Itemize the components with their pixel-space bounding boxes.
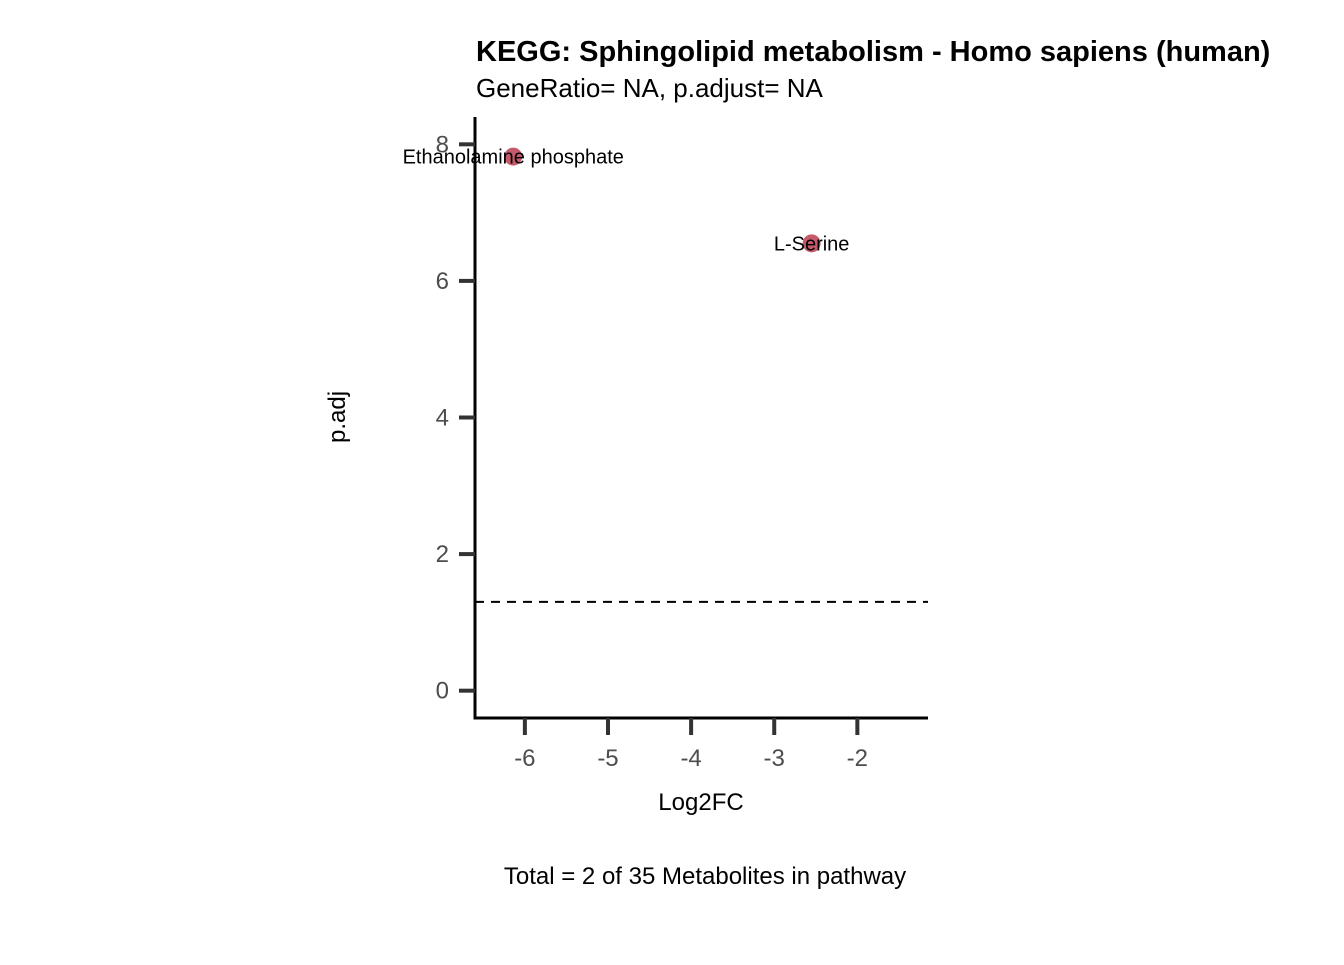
plot-area: 0 2 4 6 8 -6 -5 -4 -3 -2 Ethanolamine phosphate L-S… [403, 117, 928, 772]
x-tick-label: -4 [680, 745, 701, 772]
chart-caption: Total = 2 of 35 Metabolites in pathway [504, 863, 906, 890]
y-tick-label: 2 [436, 541, 449, 568]
data-point [802, 234, 821, 253]
data-point-label: Ethanolamine phosphate [403, 147, 624, 169]
y-axis-title: p.adj [324, 391, 351, 443]
chart-title: KEGG: Sphingolipid metabolism - Homo sap… [476, 36, 1270, 68]
y-tick-label: 4 [436, 405, 449, 432]
x-tick-label: -5 [597, 745, 618, 772]
y-tick-label: 6 [436, 268, 449, 295]
x-tick-label: -3 [764, 745, 785, 772]
x-tick-label: -2 [847, 745, 868, 772]
y-tick-label: 0 [436, 678, 449, 705]
x-axis-title: Log2FC [658, 789, 743, 816]
y-tick-label: 8 [436, 131, 449, 158]
data-point-label: L-Serine [774, 233, 850, 255]
data-point [504, 147, 523, 166]
chart-subtitle: GeneRatio= NA, p.adjust= NA [476, 73, 824, 103]
x-tick-label: -6 [514, 745, 535, 772]
